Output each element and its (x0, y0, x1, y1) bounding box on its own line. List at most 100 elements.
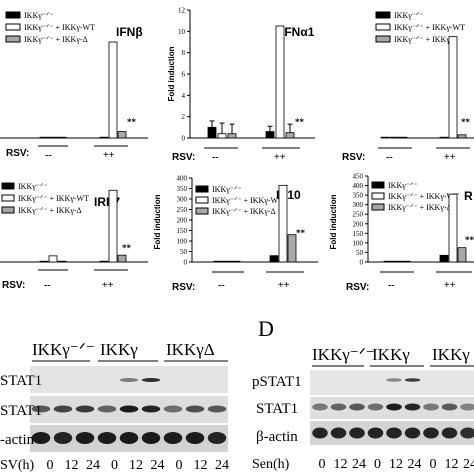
rsv-label: RSV: (6, 148, 29, 159)
y-tick-label: 100 (177, 238, 188, 246)
chart-title: IFNα1 (281, 25, 315, 39)
blot-time-tick: 0 (111, 458, 118, 473)
legend-swatch-wt (1, 194, 15, 202)
blot-bands (31, 378, 227, 444)
blot-header-wt: IKKγ (372, 345, 410, 364)
y-tick-label: 400 (353, 182, 364, 190)
y-tick-label: 4 (182, 92, 186, 100)
blot-row-label: STAT1 (0, 373, 42, 389)
bar-delta-plus (285, 132, 295, 139)
blot-time-tick: 0 (319, 457, 326, 472)
bars (207, 25, 295, 139)
legend-label-ko: IKKγ⁻ᐟ⁻ (394, 11, 424, 20)
blot-band (185, 432, 205, 444)
blot-band (349, 427, 365, 439)
bar-wt-minus (48, 136, 58, 139)
y-tick-label: 250 (353, 211, 364, 219)
blot-band (31, 405, 51, 413)
chart-ifna1: 0 2 4 6 8 10 12 Fold induction IFNα1 ** RSV: -… (167, 7, 315, 163)
y-tick-label: 10 (178, 28, 186, 36)
bar-wt-plus (108, 189, 118, 263)
y-tick-label: 200 (353, 220, 364, 228)
bar-delta-minus (398, 136, 408, 139)
legend-swatch-ko (5, 11, 21, 19)
bar-ko-minus (380, 136, 390, 139)
legend-label-ko: IKKγ⁻ᐟ⁻ (24, 11, 54, 20)
bar-wt-minus (217, 133, 227, 139)
blot-band (423, 427, 439, 439)
y-tick-label: 300 (177, 196, 188, 204)
blot-time-label: SV(h) (0, 458, 35, 473)
group-label-minus: -- (388, 280, 395, 291)
bar-ko-plus (99, 136, 109, 139)
y-tick-label: 350 (177, 185, 188, 193)
legend: IKKγ⁻ᐟ⁻ IKKγ⁻ᐟ⁻ + IKKγ-WT IKKγ⁻ᐟ⁻ + IKKγ… (371, 181, 459, 212)
blot-band (330, 403, 347, 411)
rsv-label: RSV: (2, 280, 25, 291)
blot-header-wt: IKKγ (100, 340, 138, 359)
bar-delta-plus (117, 254, 127, 263)
y-axis-label: Fold induction (167, 46, 176, 101)
bar-wt-plus (278, 184, 288, 263)
y-tick-label: 150 (353, 230, 364, 238)
legend-swatch-ko (195, 185, 209, 193)
legend: IKKγ⁻ᐟ⁻ IKKγ⁻ᐟ⁻ + IKKγ-WT IKKγ⁻ᐟ⁻ + IKKγ… (195, 185, 283, 216)
blot-band (75, 432, 95, 444)
blot-band (207, 432, 227, 444)
blot-time-tick: 24 (215, 458, 229, 473)
bar-delta-minus (227, 133, 237, 139)
legend-swatch-wt (195, 196, 209, 204)
chart-3: IKKγ⁻ᐟ⁻ IKKγ⁻ᐟ⁻ + IKKγ-WT IKKγ⁻ᐟ⁻ + IKKγ… (342, 11, 474, 163)
significance-mark: ** (127, 117, 137, 127)
legend: IKKγ⁻ᐟ⁻ IKKγ⁻ᐟ⁻ + IKKγ-WT IKKγ⁻ᐟ⁻ + IKKγ… (375, 11, 465, 44)
blot-band (119, 432, 139, 444)
legend-label-ko: IKKγ⁻ᐟ⁻ (18, 182, 48, 191)
legend-swatch-ko (1, 182, 15, 190)
bars (213, 184, 297, 263)
blot-band (141, 405, 161, 413)
y-tick-label: 6 (182, 71, 186, 79)
y-tick-label: 0 (360, 259, 364, 267)
bars (383, 193, 467, 263)
legend-swatch-delta (1, 206, 15, 214)
y-tick-label: 450 (353, 173, 364, 181)
y-tick-label: 12 (178, 7, 186, 15)
blot-time-tick: 12 (445, 457, 459, 472)
legend-label-wt: IKKγ⁻ᐟ⁻ + IKKγ-WT (18, 194, 89, 203)
bars (380, 36, 467, 139)
legend-swatch-delta (371, 203, 385, 211)
blot-band (31, 432, 51, 444)
blot-time-tick: 0 (374, 457, 381, 472)
significance-mark: ** (295, 117, 305, 127)
y-tick-label: 300 (353, 201, 364, 209)
blot-band (386, 403, 402, 411)
group-label-minus: -- (45, 150, 52, 161)
legend-label-delta: IKKγ⁻ᐟ⁻ + IKKγ-Δ (24, 35, 88, 44)
y-axis-label: Fold induction (329, 194, 338, 249)
bar-wt-minus (48, 255, 58, 263)
y-tick-label: 8 (182, 49, 186, 57)
blot-time-tick: 12 (65, 458, 79, 473)
blot-time-tick: 0 (47, 458, 54, 473)
bar-wt-minus (222, 260, 232, 263)
legend-label-delta: IKKγ⁻ᐟ⁻ + IKKγ-Δ (18, 206, 82, 215)
bar-ko-minus (207, 126, 217, 139)
chart-irf7: IKKγ⁻ᐟ⁻ IKKγ⁻ᐟ⁻ + IKKγ-WT IKKγ⁻ᐟ⁻ + IKKγ… (0, 182, 148, 291)
group-label-minus: -- (44, 280, 51, 291)
bar-ko-minus (39, 260, 49, 263)
legend-swatch-wt (371, 192, 385, 200)
legend-label-wt: IKKγ⁻ᐟ⁻ + IKKγ-WT (212, 196, 283, 205)
blot-band (441, 427, 458, 439)
blot-band (367, 427, 384, 439)
blot-band (163, 405, 183, 413)
blot-time-tick: 24 (86, 458, 100, 473)
bar-ko-plus (439, 254, 449, 263)
y-tick-label: 250 (177, 206, 188, 214)
rsv-label: RSV: (346, 282, 369, 293)
blot-header-ko: IKKγ⁻ᐟ⁻ (32, 340, 95, 359)
blot-time-tick: 12 (194, 458, 208, 473)
legend-swatch-delta (195, 207, 209, 215)
